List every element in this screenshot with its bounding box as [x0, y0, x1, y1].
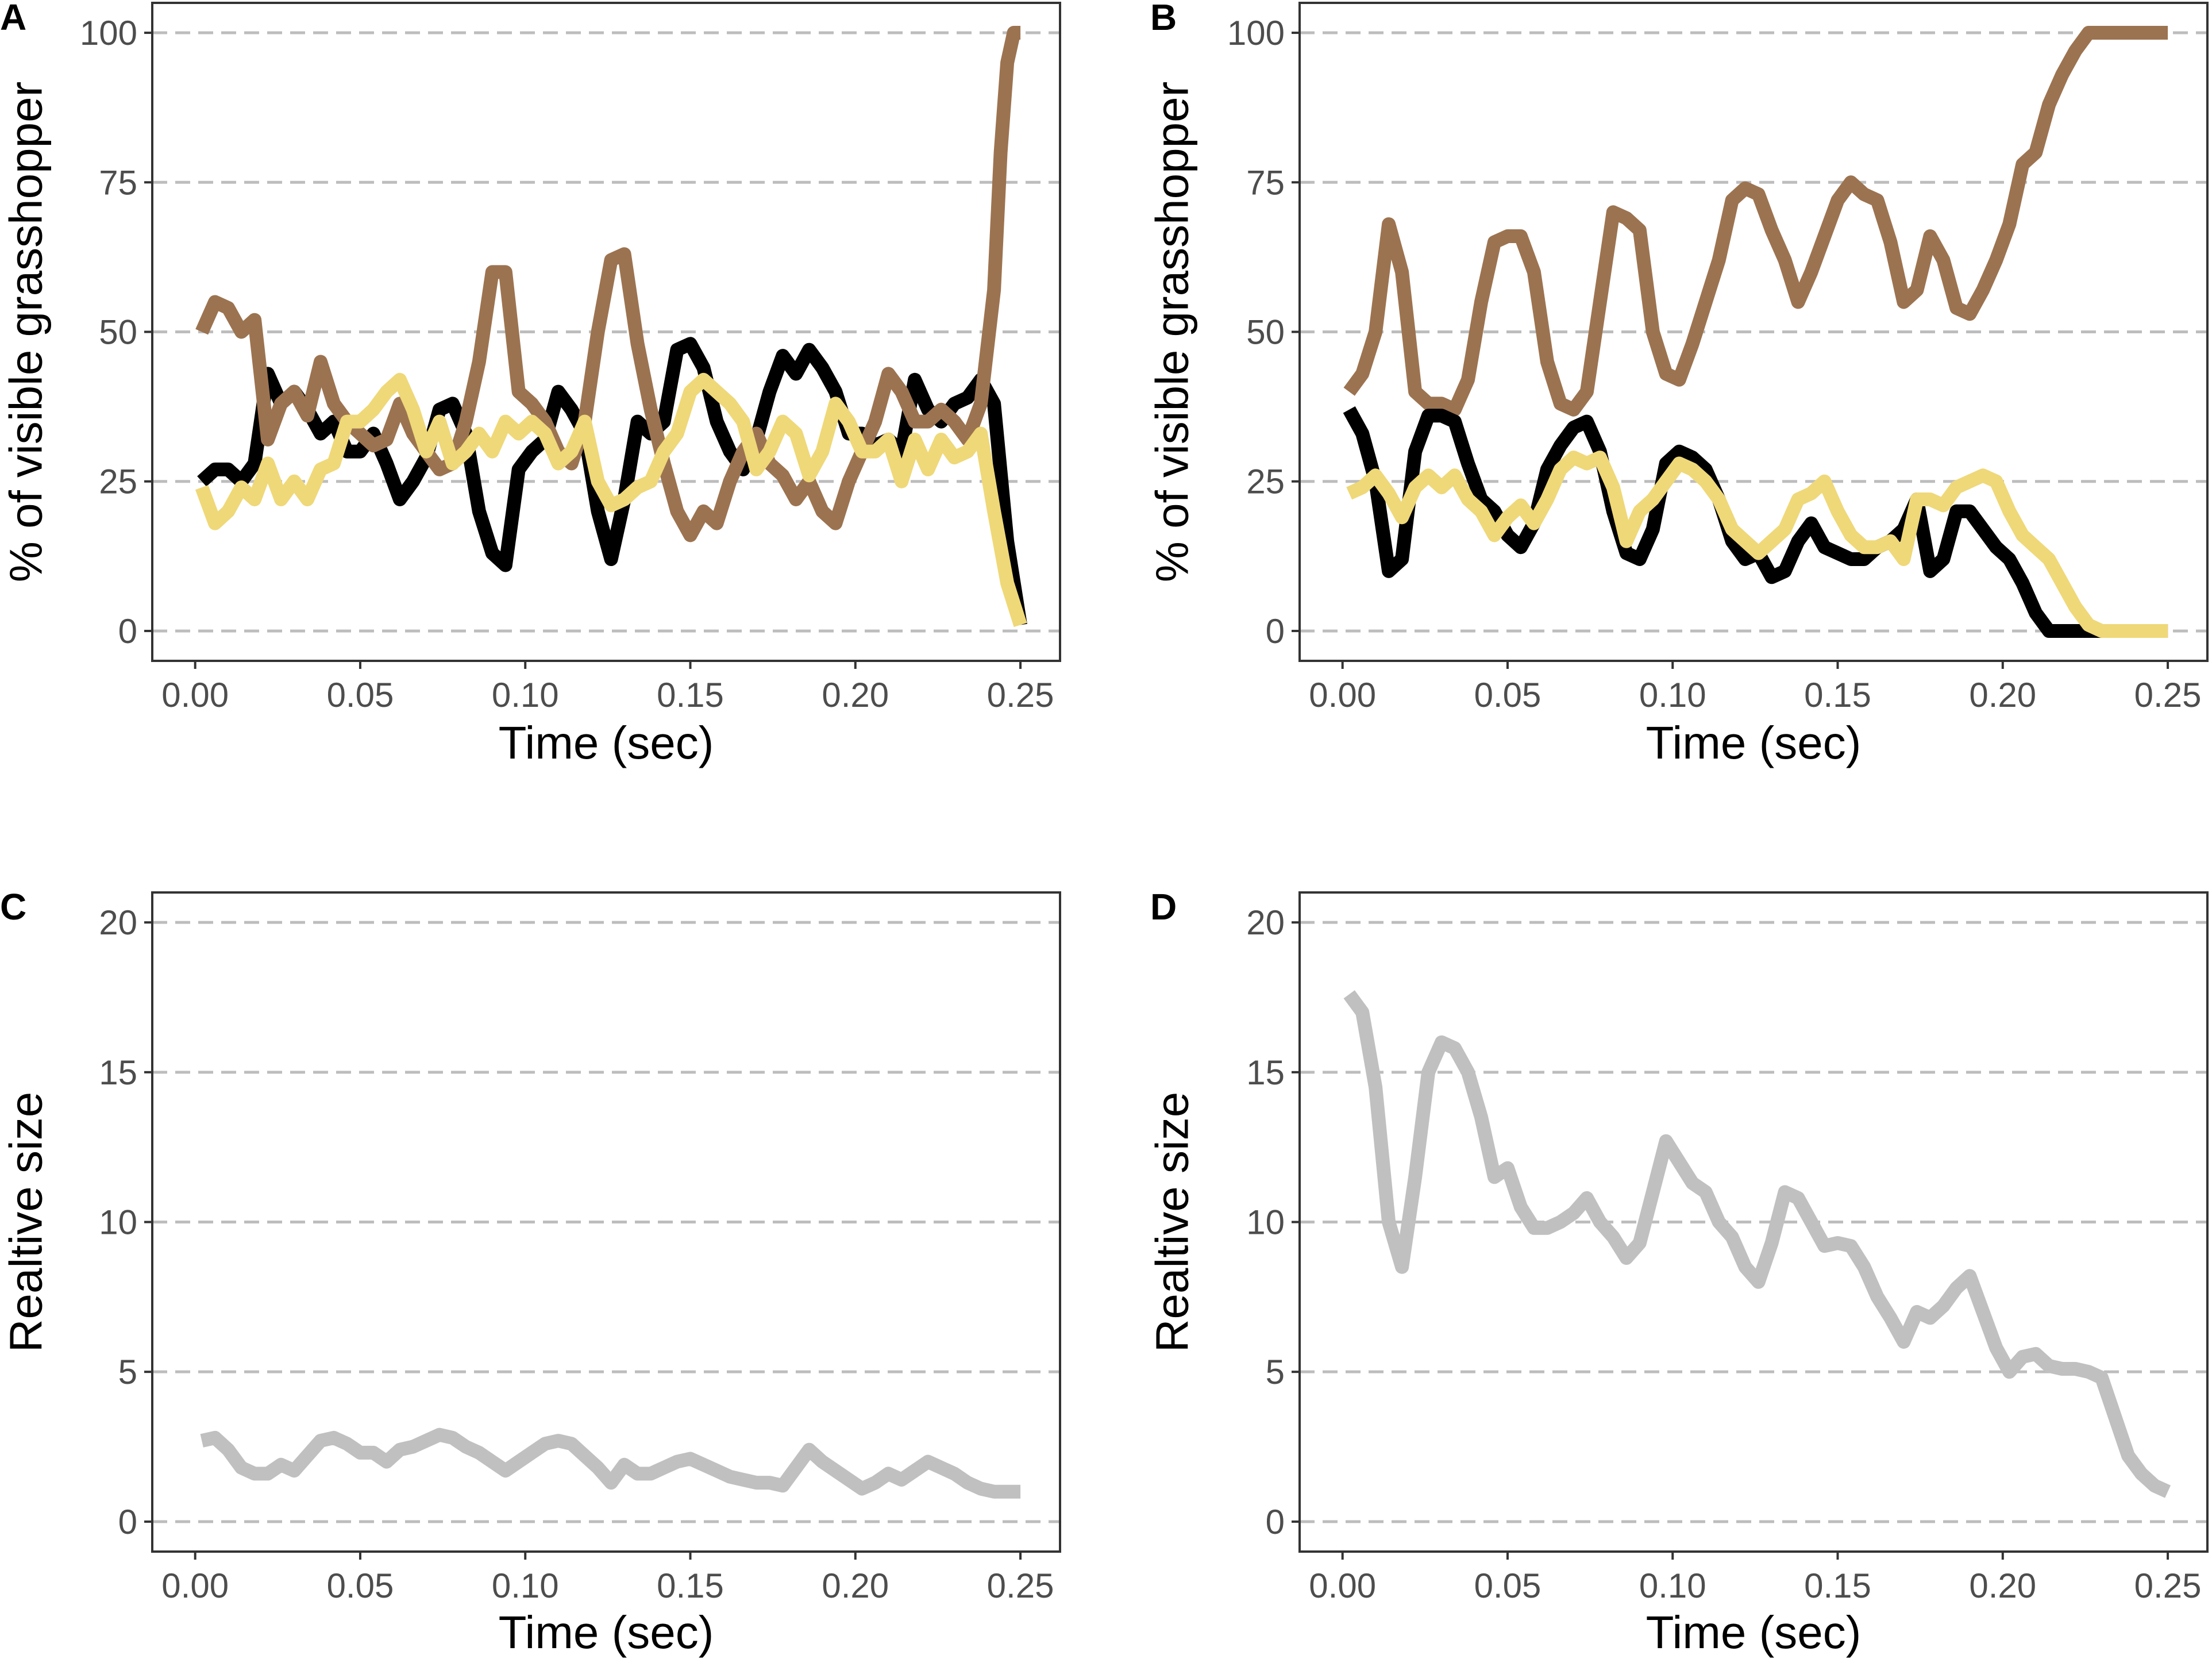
panel-c-yaxis-title: Realtive size	[1, 1092, 52, 1353]
panel-b-ytick-label-1: 25	[1246, 463, 1285, 501]
panel-a-ytick-label-1: 25	[99, 463, 137, 501]
panel-a-xtick-label-3: 0.15	[657, 676, 724, 714]
panel-c-ytick-label-4: 20	[99, 903, 137, 942]
panel-a: A 0 25 50 75 100 0.00 0.05 0.10 0.15 0.20 0.25 Time…	[0, 0, 1061, 768]
panel-b: B 0 25 50 75 100 0.00 0.05 0.10 0.15 0.20 0.25 Time…	[1147, 0, 2209, 768]
panel-c: C 0 5 10 15 20 0.00 0.05 0.10 0.15 0.20 0.25 Time (…	[0, 886, 1061, 1658]
panel-b-ytick-label-2: 50	[1246, 313, 1285, 352]
panel-a-xtick-label-5: 0.25	[987, 676, 1054, 714]
panel-d-xtick-label-2: 0.10	[1639, 1567, 1706, 1605]
panel-d-series-relative-size-line	[1343, 990, 2171, 1498]
panel-a-xtick-label-2: 0.10	[492, 676, 559, 714]
panel-a-xtick-label-4: 0.20	[822, 676, 889, 714]
panel-a-xaxis-title: Time (sec)	[499, 717, 714, 768]
panel-b-xtick-label-1: 0.05	[1474, 676, 1542, 714]
panel-b-xaxis-title: Time (sec)	[1646, 717, 1862, 768]
panel-c-xtick-label-5: 0.25	[987, 1567, 1054, 1605]
panel-d-xaxis-title: Time (sec)	[1646, 1607, 1862, 1658]
panel-a-ytick-label-3: 75	[99, 163, 137, 202]
panel-d-xtick-label-3: 0.15	[1804, 1567, 1871, 1605]
panel-d-xtick-label-4: 0.20	[1969, 1567, 2036, 1605]
panel-a-series-yellow-line	[195, 372, 1027, 628]
panel-b-letter: B	[1150, 0, 1177, 38]
panel-d-ytick-label-0: 0	[1266, 1503, 1285, 1541]
panel-b-xtick-label-0: 0.00	[1309, 676, 1376, 714]
panel-b-xtick-label-2: 0.10	[1639, 676, 1706, 714]
panel-a-letter: A	[0, 0, 26, 38]
panel-a-yaxis-title: % of visible grasshopper	[1, 82, 52, 583]
panel-c-ytick-label-0: 0	[118, 1503, 137, 1541]
panel-d: D 0 5 10 15 20 0.00 0.05 0.10 0.15 0.20 0.25 Time (…	[1147, 886, 2209, 1658]
panel-a-xtick-label-0: 0.00	[161, 676, 229, 714]
panel-b-series-brown-line	[1343, 26, 2168, 417]
panel-b-series-yellow-line	[1346, 451, 2168, 638]
panel-a-series-brown-line	[195, 26, 1021, 542]
panel-d-ytick-label-1: 5	[1266, 1353, 1285, 1391]
panel-d-ytick-label-2: 10	[1246, 1203, 1285, 1242]
panel-b-ytick-label-3: 75	[1246, 163, 1285, 202]
panel-b-ytick-label-4: 100	[1227, 14, 1285, 52]
panel-c-ytick-label-3: 15	[99, 1053, 137, 1092]
panel-b-xtick-label-4: 0.20	[1969, 676, 2036, 714]
panel-d-xtick-label-1: 0.05	[1474, 1567, 1542, 1605]
panel-b-xtick-label-5: 0.25	[2134, 676, 2202, 714]
panel-a-ytick-label-2: 50	[99, 313, 137, 352]
panel-b-yaxis-title: % of visible grasshopper	[1147, 82, 1198, 583]
panel-b-ytick-label-0: 0	[1266, 612, 1285, 651]
panel-c-xtick-label-1: 0.05	[327, 1567, 394, 1605]
panel-c-xtick-label-0: 0.00	[161, 1567, 229, 1605]
panel-d-letter: D	[1150, 886, 1177, 928]
panel-d-xtick-label-0: 0.00	[1309, 1567, 1376, 1605]
panel-a-ytick-label-4: 100	[80, 14, 137, 52]
panel-b-xtick-label-3: 0.15	[1804, 676, 1871, 714]
panel-c-series-relative-size-line	[200, 1427, 1021, 1499]
panel-d-ytick-label-3: 15	[1246, 1053, 1285, 1092]
panel-a-ytick-label-0: 0	[118, 612, 137, 651]
panel-d-xtick-label-5: 0.25	[2134, 1567, 2202, 1605]
panel-c-letter: C	[0, 886, 26, 928]
panel-c-ytick-label-1: 5	[118, 1353, 137, 1391]
panel-c-xaxis-title: Time (sec)	[499, 1607, 714, 1658]
panel-d-yaxis-title: Realtive size	[1147, 1092, 1198, 1353]
panel-c-ytick-label-2: 10	[99, 1203, 137, 1242]
panel-a-xtick-label-1: 0.05	[327, 676, 394, 714]
panel-c-xtick-label-4: 0.20	[822, 1567, 889, 1605]
panel-c-xtick-label-2: 0.10	[492, 1567, 559, 1605]
panel-d-ytick-label-4: 20	[1246, 903, 1285, 942]
panel-c-xtick-label-3: 0.15	[657, 1567, 724, 1605]
